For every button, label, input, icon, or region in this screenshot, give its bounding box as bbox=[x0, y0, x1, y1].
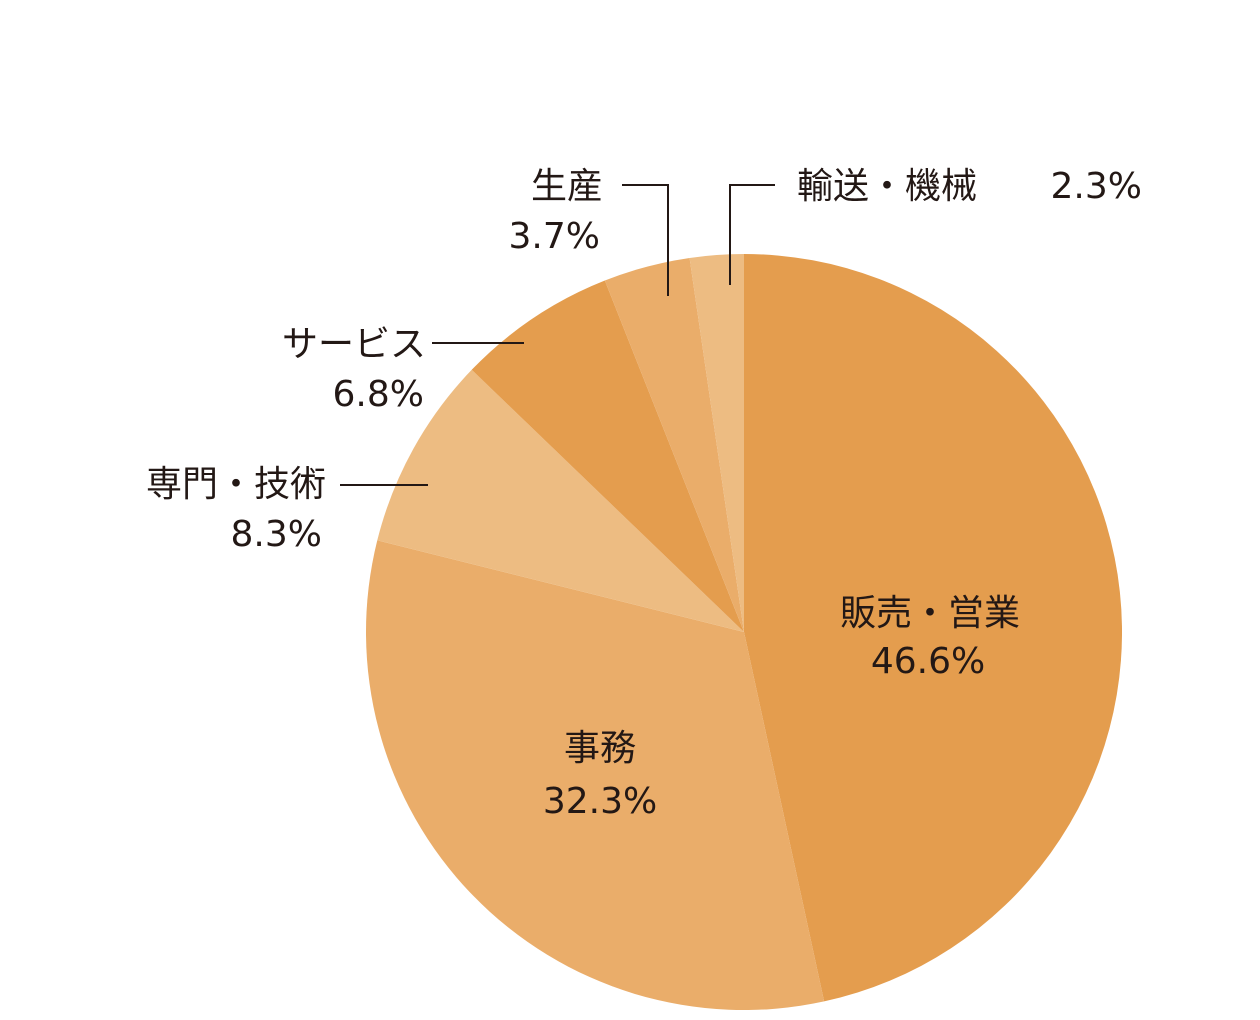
slice-label-transport: 輸送・機械 bbox=[797, 166, 977, 207]
slice-labels: 販売・営業 46.6% 事務 32.3% 専門・技術 8.3% サービス 6.8… bbox=[146, 166, 1142, 822]
slice-value-service: 6.8% bbox=[333, 374, 424, 415]
slice-value-office: 32.3% bbox=[543, 781, 657, 822]
pie-slice-production bbox=[604, 257, 744, 632]
slice-value-sales: 46.6% bbox=[871, 641, 985, 682]
leader-lines bbox=[340, 184, 775, 486]
pie-slice-office bbox=[365, 540, 825, 1011]
pie-slice-transport bbox=[689, 254, 744, 632]
slice-value-professional: 8.3% bbox=[231, 514, 322, 555]
leader-line-transport bbox=[729, 184, 775, 285]
slice-value-transport: 2.3% bbox=[1051, 166, 1142, 207]
pie-slice-professional bbox=[377, 369, 744, 632]
slice-label-office: 事務 bbox=[564, 728, 636, 769]
slice-value-production: 3.7% bbox=[509, 216, 600, 257]
pie-slice-sales bbox=[744, 254, 1123, 1002]
slice-label-production: 生産 bbox=[531, 166, 603, 207]
slice-label-service: サービス bbox=[282, 324, 426, 365]
slice-label-sales: 販売・営業 bbox=[840, 593, 1020, 634]
pie-slice-service bbox=[471, 280, 744, 632]
pie-slices bbox=[365, 254, 1123, 1011]
leader-line-production bbox=[622, 184, 669, 296]
slice-label-professional: 専門・技術 bbox=[146, 464, 326, 505]
